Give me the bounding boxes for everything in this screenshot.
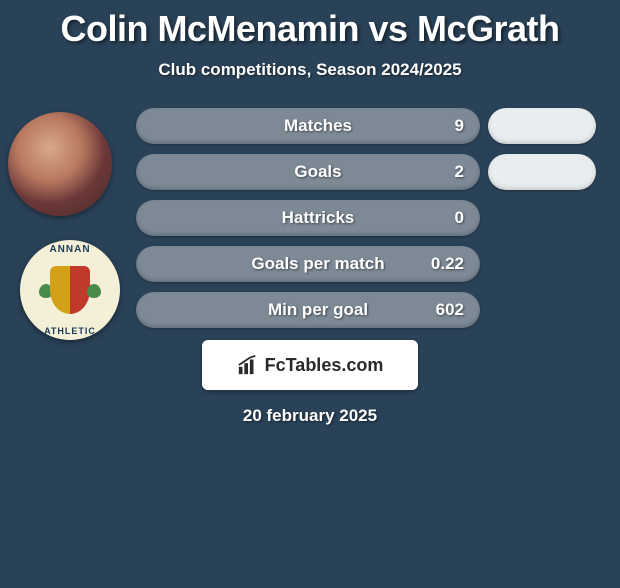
stat-value-left: 2 [424, 162, 464, 182]
stat-value-left: 0 [424, 208, 464, 228]
stat-value-left: 602 [424, 300, 464, 320]
stat-row: Hattricks0 [0, 200, 620, 236]
date-text: 20 february 2025 [0, 406, 620, 426]
stat-bar-left: Goals per match0.22 [136, 246, 480, 282]
stat-bar-left: Matches9 [136, 108, 480, 144]
stat-bar-right [488, 154, 596, 190]
stat-label: Goals per match [152, 254, 424, 274]
stat-label: Hattricks [152, 208, 424, 228]
club-badge: ANNAN ATHLETIC [20, 240, 120, 340]
badge-inner [31, 251, 109, 329]
stat-value-left: 9 [424, 116, 464, 136]
bar-chart-icon [237, 354, 259, 376]
page-title: Colin McMenamin vs McGrath [0, 8, 620, 50]
badge-bottom-text: ATHLETIC [20, 326, 120, 336]
stat-label: Min per goal [152, 300, 424, 320]
page-subtitle: Club competitions, Season 2024/2025 [0, 60, 620, 80]
badge-shield-icon [50, 266, 90, 314]
badge-thistle-icon [87, 284, 101, 298]
branding-text: FcTables.com [265, 355, 384, 376]
player1-avatar [8, 112, 112, 216]
content-area: ANNAN ATHLETIC Matches9Goals2Hattricks0G… [0, 108, 620, 328]
stat-bar-left: Hattricks0 [136, 200, 480, 236]
stat-bar-left: Goals2 [136, 154, 480, 190]
stat-label: Matches [152, 116, 424, 136]
stat-label: Goals [152, 162, 424, 182]
stat-bar-left: Min per goal602 [136, 292, 480, 328]
stat-value-left: 0.22 [424, 254, 464, 274]
branding-box[interactable]: FcTables.com [202, 340, 418, 390]
stat-bar-right [488, 108, 596, 144]
